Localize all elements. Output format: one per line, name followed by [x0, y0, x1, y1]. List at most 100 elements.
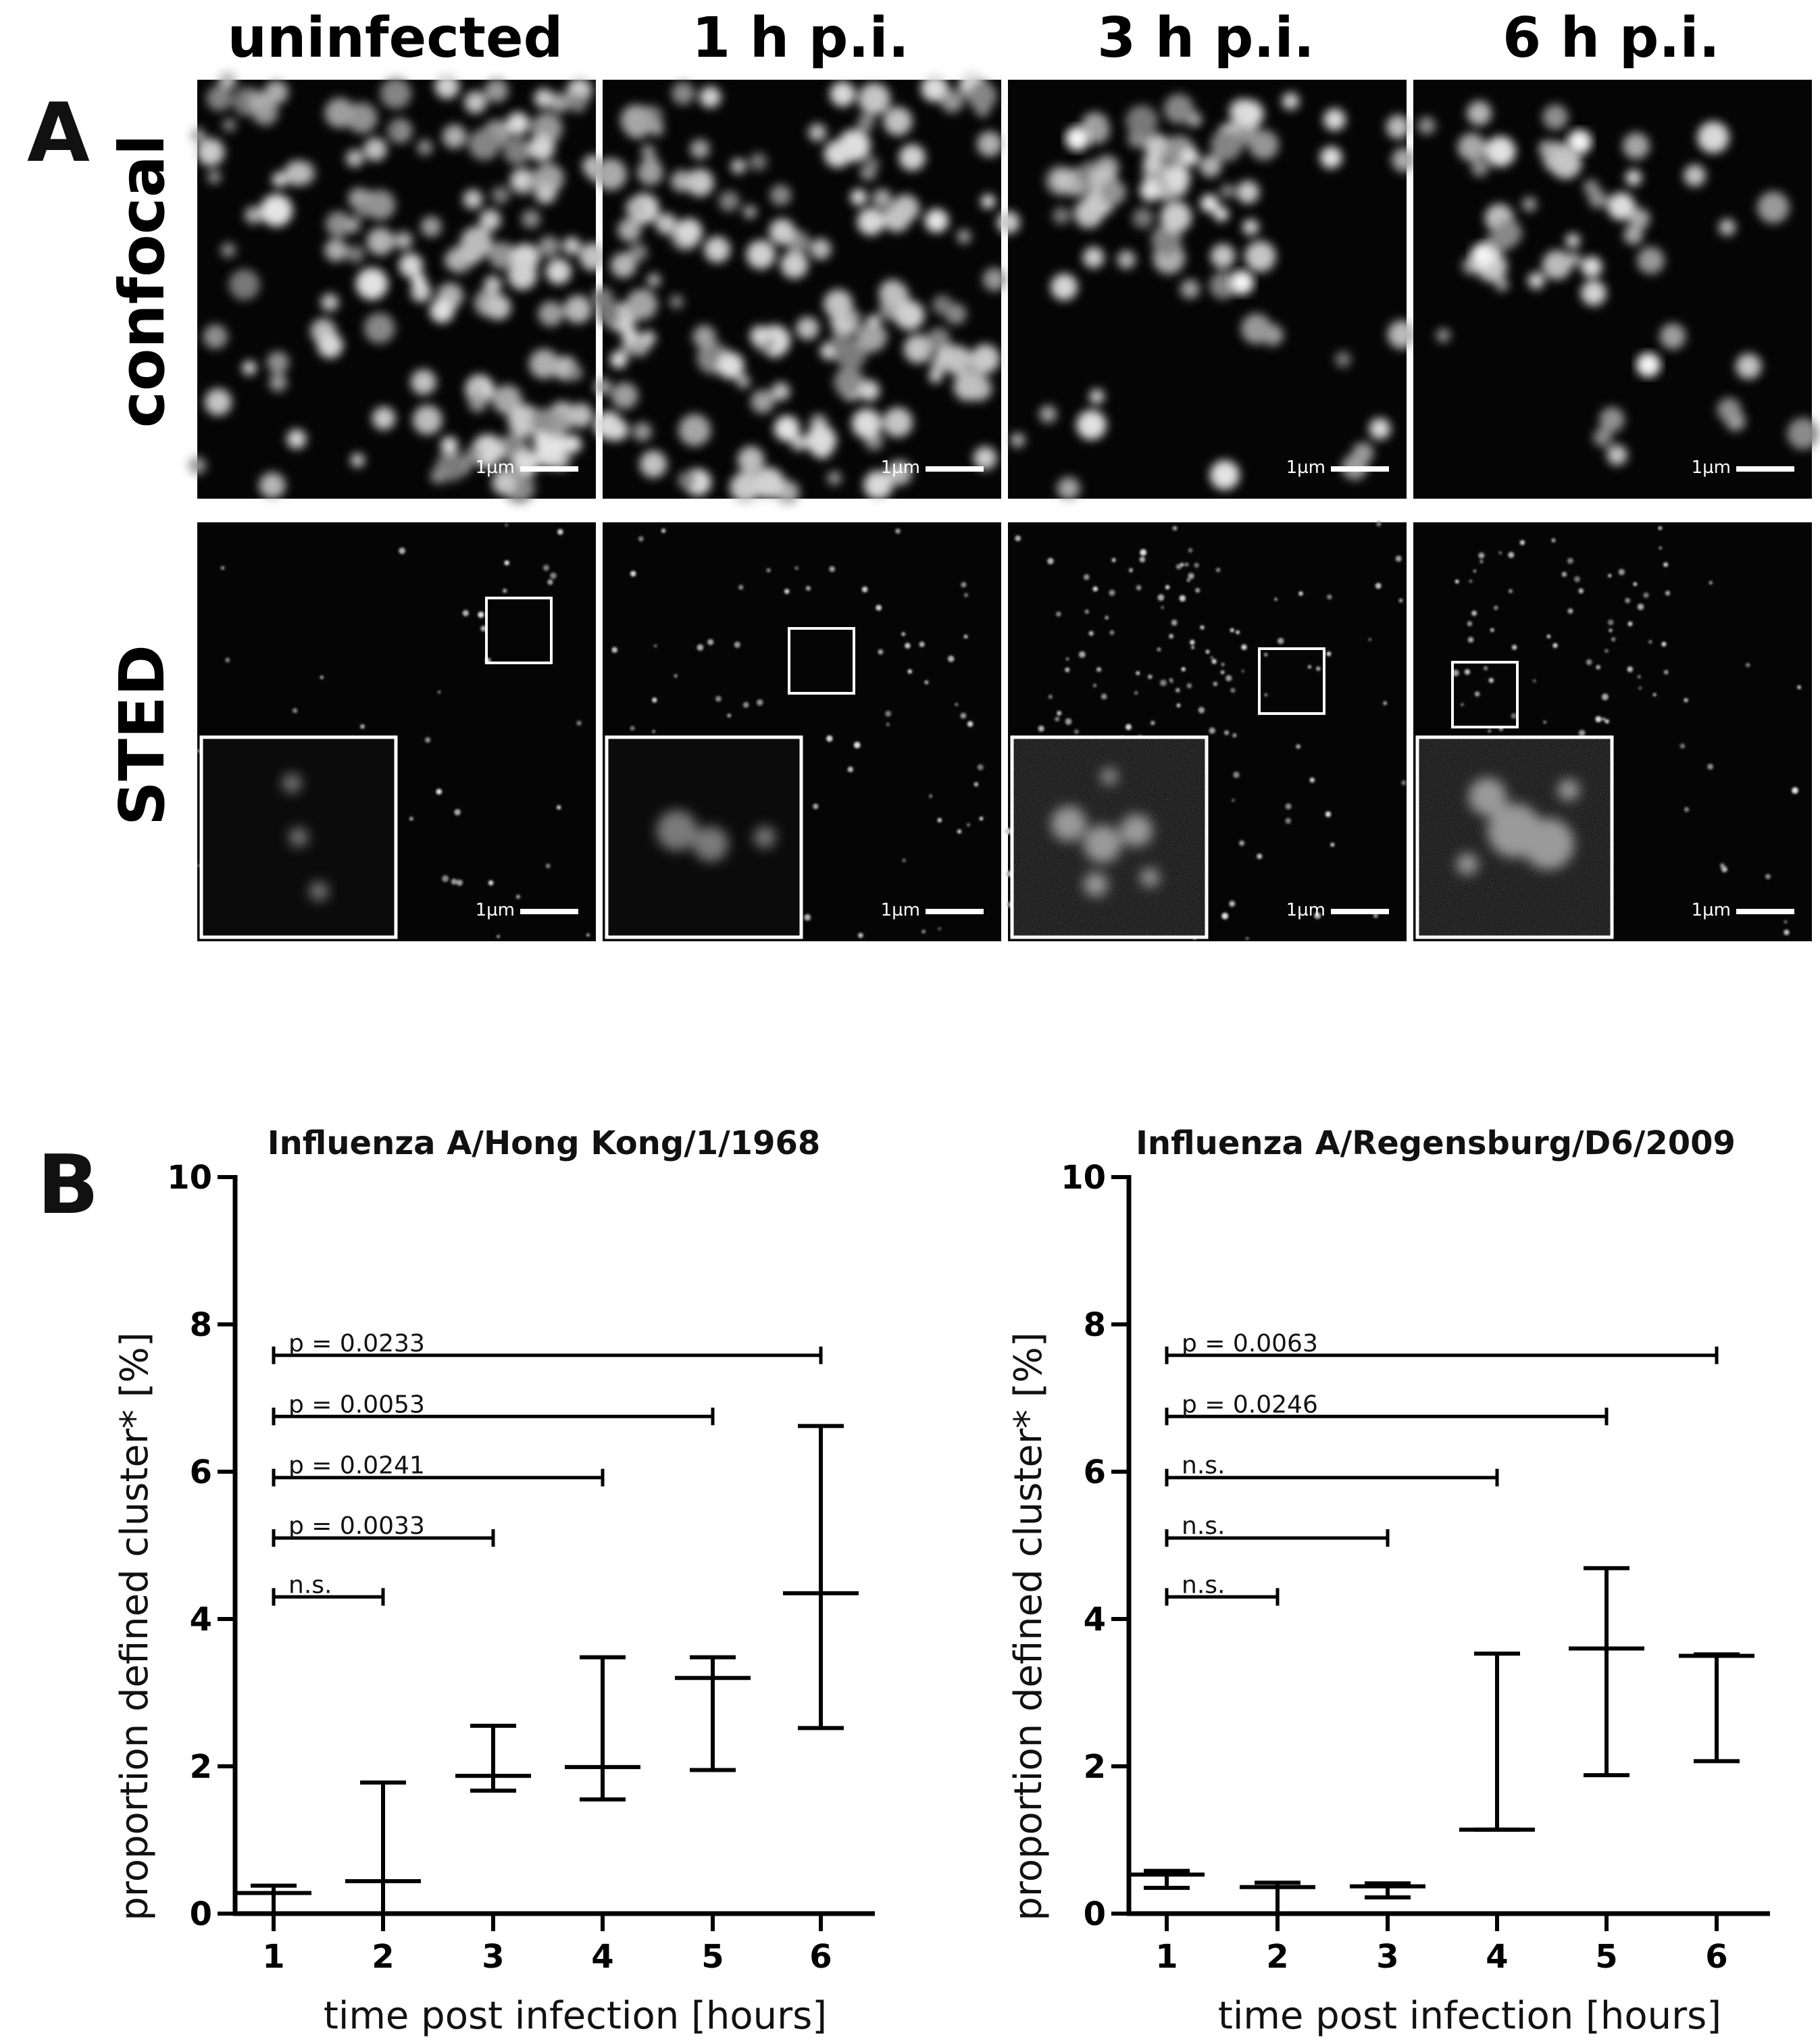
x-tick-label: 1	[262, 1938, 284, 1976]
y-axis-label: proportion defined cluster* [%]	[113, 1332, 157, 1920]
micrograph-confocal-2: 1µm	[997, 80, 1417, 500]
error-bar-point	[1240, 1881, 1315, 1916]
micrograph-sted-1: 1µm	[603, 522, 1001, 941]
x-tick-label: 3	[482, 1938, 504, 1976]
micrograph-confocal-1: 1µm	[591, 71, 1007, 505]
sted-roi-box-3	[1451, 661, 1519, 728]
y-tick-label: 6	[190, 1453, 212, 1491]
error-bar-point	[455, 1724, 531, 1793]
scale-bar-confocal-1: 1µm	[881, 457, 984, 478]
x-tick-label: 6	[1705, 1938, 1727, 1976]
x-tick-label: 4	[591, 1938, 613, 1976]
x-axis-label: time post infection [hours]	[1218, 1994, 1721, 2038]
x-tick-label: 1	[1155, 1938, 1178, 1976]
significance-label: n.s.	[1182, 1571, 1225, 1599]
significance-bracket: n.s.	[1165, 1571, 1280, 1606]
y-tick-label: 8	[1084, 1306, 1106, 1344]
significance-bracket: p = 0.0233	[272, 1330, 823, 1364]
error-bar-point	[1129, 1868, 1205, 1890]
x-tick-label: 4	[1486, 1938, 1508, 1976]
scale-bar-label: 1µm	[1692, 457, 1731, 478]
sted-inset-3	[1415, 735, 1614, 939]
significance-label: p = 0.0033	[288, 1512, 425, 1540]
significance-bracket: n.s.	[1165, 1452, 1499, 1487]
significance-bracket: p = 0.0033	[272, 1512, 495, 1547]
row-label-confocal: confocal	[106, 134, 178, 428]
significance-label: n.s.	[1182, 1512, 1225, 1540]
significance-label: n.s.	[1182, 1452, 1225, 1480]
scale-bar-sted-3: 1µm	[1692, 900, 1794, 920]
scale-bar-label: 1µm	[881, 457, 920, 478]
x-tick-label: 2	[1266, 1938, 1288, 1976]
micrograph-confocal-3: 1µm	[1413, 80, 1819, 499]
error-bar-point	[1569, 1566, 1644, 1778]
y-tick-label: 10	[1061, 1159, 1106, 1197]
x-tick-label: 3	[1376, 1938, 1398, 1976]
scale-bar-confocal-0: 1µm	[476, 457, 578, 478]
x-tick-label: 5	[1595, 1938, 1617, 1976]
y-axis-label: proportion defined cluster* [%]	[1007, 1332, 1051, 1920]
significance-bracket: n.s.	[1165, 1512, 1390, 1547]
significance-label: p = 0.0241	[288, 1452, 425, 1480]
scale-bar-label: 1µm	[476, 457, 515, 478]
chart-title: Influenza A/Hong Kong/1/1968	[268, 1124, 821, 1162]
sted-inset-2	[1010, 735, 1209, 939]
scale-bar-label: 1µm	[1286, 900, 1325, 920]
error-bar-point	[236, 1883, 311, 1916]
scale-bar-sted-0: 1µm	[476, 900, 578, 920]
micrograph-sted-2: 1µm	[1005, 521, 1407, 941]
column-header-6h: 6 h p.i.	[1502, 6, 1720, 70]
scale-bar-label: 1µm	[476, 900, 515, 920]
x-axis-label: time post infection [hours]	[324, 1994, 827, 2038]
y-tick-label: 8	[190, 1306, 212, 1344]
error-bar-point	[565, 1655, 640, 1802]
error-bar-point	[1679, 1652, 1754, 1764]
significance-label: p = 0.0063	[1182, 1330, 1318, 1358]
y-tick-label: 2	[1084, 1748, 1106, 1786]
significance-label: n.s.	[288, 1571, 332, 1599]
error-bar-point	[1350, 1881, 1425, 1900]
significance-label: p = 0.0233	[288, 1330, 425, 1358]
sted-inset-0	[199, 735, 398, 939]
chart-title: Influenza A/Regensburg/D6/2009	[1136, 1124, 1736, 1162]
scale-bar-confocal-2: 1µm	[1286, 457, 1389, 478]
x-tick-label: 5	[701, 1938, 724, 1976]
significance-bracket: p = 0.0053	[272, 1391, 715, 1426]
panel-a-letter: A	[27, 86, 90, 180]
sted-roi-box-2	[1258, 647, 1325, 715]
scale-bar-confocal-3: 1µm	[1692, 457, 1794, 478]
y-tick-label: 0	[1084, 1895, 1106, 1933]
significance-bracket: p = 0.0063	[1165, 1330, 1719, 1364]
sted-inset-1	[605, 735, 803, 939]
column-header-1h: 1 h p.i.	[692, 6, 909, 70]
scale-bar-sted-2: 1µm	[1286, 900, 1389, 920]
scale-bar-label: 1µm	[1692, 900, 1731, 920]
significance-label: p = 0.0246	[1182, 1391, 1318, 1418]
y-tick-label: 10	[167, 1159, 212, 1197]
column-header-3h: 3 h p.i.	[1097, 6, 1315, 70]
panel-b-letter: B	[37, 1139, 99, 1232]
y-tick-label: 0	[190, 1895, 212, 1933]
y-tick-label: 4	[1084, 1601, 1106, 1639]
micrograph-sted-0: 1µm	[197, 522, 596, 941]
significance-label: p = 0.0053	[288, 1391, 425, 1418]
y-tick-label: 2	[190, 1748, 212, 1786]
column-header-uninfected: uninfected	[228, 6, 563, 70]
micrograph-confocal-0: 1µm	[188, 71, 608, 504]
scale-bar-label: 1µm	[881, 900, 920, 920]
panel-a: A uninfected 1 h p.i. 3 h p.i. 6 h p.i. …	[27, 6, 1819, 941]
error-bar-point	[675, 1655, 751, 1772]
scale-bar-label: 1µm	[1286, 457, 1325, 478]
y-tick-label: 4	[190, 1601, 212, 1639]
scale-bar-sted-1: 1µm	[881, 900, 984, 920]
x-tick-label: 2	[372, 1938, 394, 1976]
error-bar-point	[1459, 1651, 1535, 1832]
significance-bracket: p = 0.0241	[272, 1452, 605, 1487]
row-label-sted: STED	[106, 645, 178, 826]
error-bar-point	[345, 1780, 421, 1916]
sted-roi-box-0	[485, 597, 553, 664]
